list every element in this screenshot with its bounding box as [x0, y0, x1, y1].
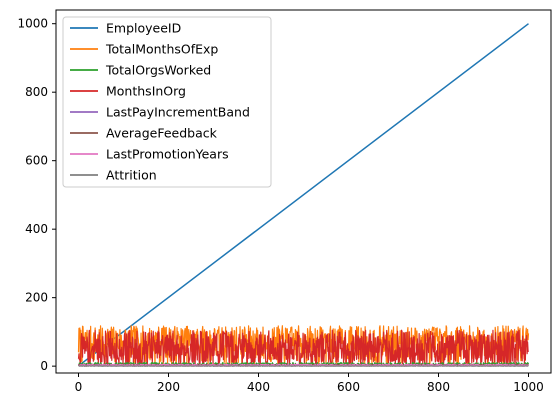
y-tick-label: 800: [25, 85, 48, 99]
legend: EmployeeID TotalMonthsOfExp TotalOrgsWorke…: [62, 16, 272, 188]
y-tick-label: 0: [40, 359, 48, 373]
legend-label: MonthsInOrg: [106, 84, 186, 99]
y-axis: 0 200 400 600 800 1000: [17, 17, 56, 373]
x-tick-label: 400: [247, 380, 270, 394]
legend-label: TotalMonthsOfExp: [105, 42, 218, 57]
legend-label: AverageFeedback: [106, 126, 218, 141]
y-tick-label: 600: [25, 154, 48, 168]
x-tick-label: 200: [157, 380, 180, 394]
plot-frame: [55, 9, 552, 374]
plot-area: [77, 23, 530, 367]
x-tick-label: 600: [337, 380, 360, 394]
x-tick-label: 800: [427, 380, 450, 394]
legend-label: EmployeeID: [106, 21, 181, 36]
legend-label: TotalOrgsWorked: [105, 63, 211, 78]
legend-label: Attrition: [106, 168, 157, 183]
series-line-monthsinorg: [77, 329, 530, 367]
x-tick-label: 1000: [513, 380, 544, 394]
legend-label: LastPayIncrementBand: [106, 105, 250, 120]
legend-label: LastPromotionYears: [106, 147, 229, 162]
y-tick-label: 1000: [17, 17, 48, 31]
x-tick-label: 0: [75, 380, 83, 394]
y-tick-label: 400: [25, 222, 48, 236]
x-axis: 0 200 400 600 800 1000: [75, 373, 544, 394]
y-tick-label: 200: [25, 291, 48, 305]
legend-box: [62, 16, 272, 188]
series-line-employeeid: [78, 23, 529, 367]
